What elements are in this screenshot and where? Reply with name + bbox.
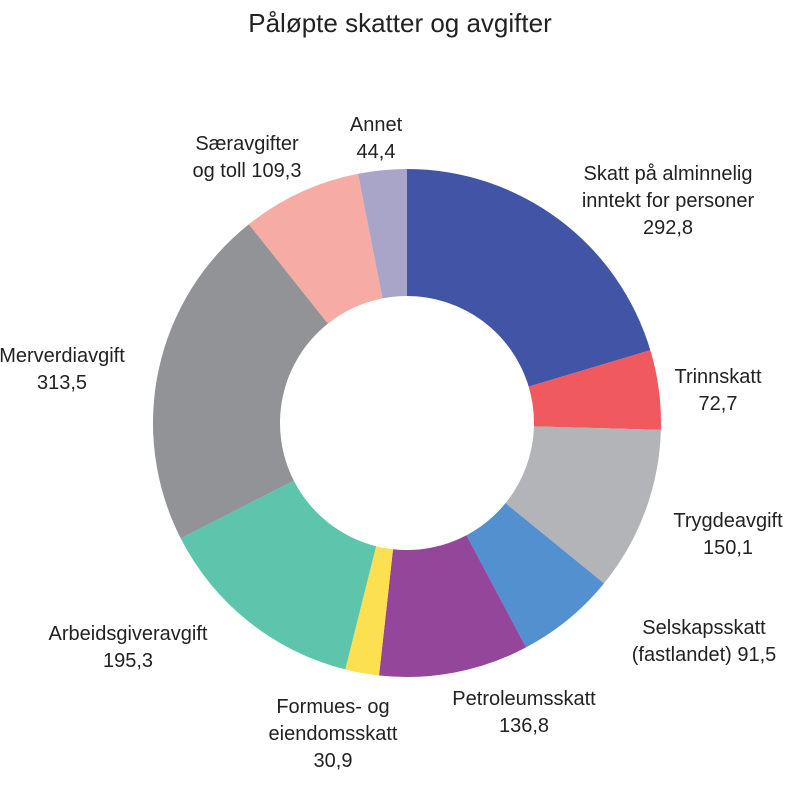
donut-slice-7: [152, 224, 328, 539]
slice-label-2: Trygdeavgift 150,1: [673, 510, 783, 559]
slice-value-9: 44,4: [357, 141, 396, 163]
slice-label-1: Trinnskatt 72,7: [674, 366, 762, 415]
slice-name-0: inntekt for personer: [582, 190, 755, 212]
donut-slice-2: [505, 426, 661, 584]
slice-name-1: Trinnskatt: [674, 366, 762, 388]
slice-label-6: Arbeidsgiveravgift 195,3: [49, 623, 208, 672]
donut-slice-4: [379, 535, 527, 677]
chart-title: Påløpte skatter og avgifter: [248, 8, 552, 38]
slice-value-1: 72,7: [699, 393, 738, 415]
donut-slice-9: [358, 169, 407, 299]
slice-name-7: Merverdiavgift: [0, 345, 125, 367]
slice-labels: Skatt på alminnelig inntekt for personer 2…: [0, 114, 783, 772]
slice-value-6: 195,3: [103, 650, 153, 672]
slice-value-3: (fastlandet) 91,5: [632, 644, 777, 666]
slice-value-7: 313,5: [37, 372, 87, 394]
slice-name-6: Arbeidsgiveravgift: [49, 623, 208, 645]
donut-slice-3: [466, 503, 604, 648]
slice-label-4: Petroleumsskatt 136,8: [452, 688, 596, 737]
slice-label-8: Særavgifter og toll 109,3: [193, 133, 302, 182]
donut-slice-8: [248, 173, 383, 324]
donut-slice-1: [528, 350, 661, 430]
slice-name-5: Formues- og: [276, 696, 389, 718]
slice-value-4: 136,8: [499, 715, 549, 737]
donut-slice-5: [345, 546, 394, 676]
donut-slice-0: [407, 169, 651, 387]
slice-name-8: Særavgifter: [195, 133, 299, 155]
slice-label-3: Selskapsskatt (fastlandet) 91,5: [632, 617, 777, 666]
slice-value-5: 30,9: [314, 750, 353, 772]
donut-slice-6: [180, 480, 377, 670]
slice-name-0: Skatt på alminnelig: [584, 163, 753, 185]
slice-name-5: eiendomsskatt: [269, 723, 398, 745]
slice-label-7: Merverdiavgift 313,5: [0, 345, 125, 394]
slice-value-2: 150,1: [703, 537, 753, 559]
donut-slices: [152, 169, 661, 677]
slice-name-2: Trygdeavgift: [673, 510, 783, 532]
slice-label-0: Skatt på alminnelig inntekt for personer 2…: [582, 163, 755, 239]
slice-value-8: og toll 109,3: [193, 160, 302, 182]
slice-name-9: Annet: [350, 114, 403, 136]
slice-label-9: Annet 44,4: [350, 114, 403, 163]
slice-value-0: 292,8: [643, 217, 693, 239]
slice-name-4: Petroleumsskatt: [452, 688, 596, 710]
slice-name-3: Selskapsskatt: [642, 617, 766, 639]
slice-label-5: Formues- og eiendomsskatt 30,9: [269, 696, 398, 772]
